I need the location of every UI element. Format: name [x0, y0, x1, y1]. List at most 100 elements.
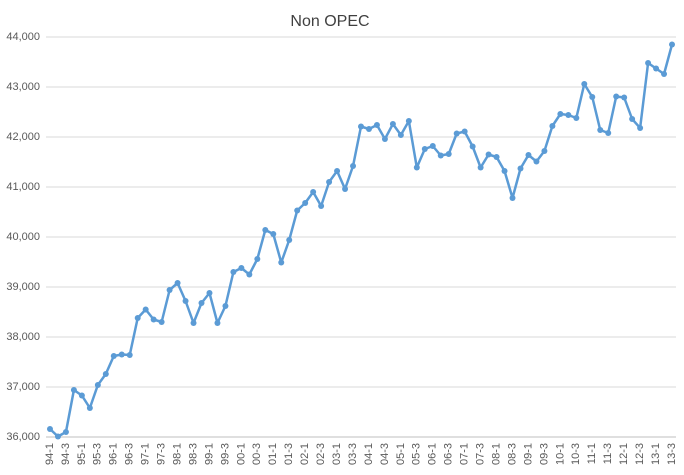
- data-point: [653, 65, 660, 72]
- data-point: [365, 126, 372, 132]
- x-tick-label: 09-3: [538, 443, 550, 465]
- data-point: [501, 168, 508, 174]
- data-point: [142, 306, 149, 313]
- x-tick-label: 08-1: [490, 443, 502, 465]
- y-tick-label: 38,000: [6, 331, 40, 343]
- data-point: [669, 41, 676, 48]
- data-point: [437, 152, 444, 159]
- x-tick-label: 08-3: [506, 443, 518, 465]
- x-tick-label: 05-1: [395, 443, 407, 465]
- data-point: [246, 271, 253, 278]
- data-point: [381, 136, 388, 142]
- x-tick-label: 02-1: [299, 443, 311, 465]
- x-tick-label: 98-1: [171, 443, 183, 465]
- data-point: [126, 352, 133, 358]
- x-tick-label: 06-1: [427, 443, 439, 465]
- y-tick-label: 44,000: [6, 31, 40, 43]
- data-point: [565, 112, 572, 118]
- data-point: [286, 237, 293, 243]
- x-tick-label: 09-1: [522, 443, 534, 465]
- data-point: [166, 287, 173, 293]
- data-point: [350, 163, 357, 169]
- x-tick-label: 03-1: [331, 443, 343, 465]
- data-point: [270, 231, 277, 237]
- y-tick-label: 41,000: [6, 181, 40, 193]
- y-tick-label: 39,000: [6, 281, 40, 293]
- data-point: [358, 123, 364, 130]
- x-tick-label: 13-3: [666, 443, 678, 465]
- data-point: [158, 319, 165, 325]
- x-tick-label: 99-3: [219, 443, 231, 465]
- data-point: [397, 132, 404, 138]
- x-tick-label: 13-1: [650, 443, 662, 465]
- data-point: [326, 179, 333, 185]
- data-point: [214, 320, 221, 326]
- x-tick-label: 00-3: [251, 443, 263, 465]
- y-tick-label: 36,000: [6, 431, 40, 443]
- data-point: [334, 168, 341, 174]
- data-point: [517, 165, 524, 172]
- data-point: [54, 433, 61, 440]
- x-tick-label: 01-3: [283, 443, 295, 465]
- data-point: [373, 122, 380, 128]
- x-tick-label: 94-3: [60, 443, 72, 465]
- data-point: [629, 116, 636, 122]
- data-point: [230, 269, 237, 275]
- data-point: [134, 315, 141, 321]
- y-tick-label: 37,000: [6, 381, 40, 393]
- x-tick-label: 96-1: [108, 443, 120, 465]
- data-point: [613, 93, 620, 100]
- data-point: [525, 152, 532, 158]
- data-point: [262, 227, 269, 233]
- data-point: [310, 189, 317, 195]
- data-point: [174, 280, 181, 286]
- y-tick-label: 42,000: [6, 131, 40, 143]
- data-point: [637, 125, 644, 131]
- x-tick-label: 01-1: [267, 443, 279, 465]
- data-point: [78, 392, 85, 399]
- x-tick-label: 11-3: [602, 443, 614, 464]
- x-tick-label: 00-1: [235, 443, 247, 465]
- data-point: [645, 60, 652, 66]
- x-tick-label: 03-3: [347, 443, 359, 465]
- data-point: [110, 353, 117, 359]
- data-point: [302, 200, 309, 206]
- x-tick-label: 04-3: [379, 443, 391, 465]
- x-tick-label: 97-3: [156, 443, 168, 465]
- data-point: [94, 382, 101, 388]
- x-tick-label: 05-3: [411, 443, 423, 465]
- data-point: [318, 203, 325, 209]
- x-tick-label: 97-1: [140, 443, 152, 465]
- data-point: [477, 164, 484, 171]
- data-point: [557, 111, 564, 117]
- data-point: [206, 290, 213, 296]
- data-point: [541, 148, 548, 154]
- data-point: [421, 146, 428, 152]
- data-point: [493, 154, 500, 160]
- data-point: [605, 130, 612, 136]
- data-point: [549, 123, 556, 129]
- x-tick-label: 07-3: [475, 443, 487, 465]
- x-tick-label: 99-1: [203, 443, 215, 465]
- x-tick-label: 04-1: [363, 443, 375, 465]
- data-point: [278, 259, 285, 266]
- data-point: [661, 71, 668, 77]
- x-tick-label: 11-1: [586, 443, 598, 464]
- data-point: [445, 151, 452, 157]
- data-point: [597, 127, 604, 133]
- chart-title: Non OPEC: [290, 13, 369, 30]
- data-point: [405, 118, 412, 124]
- data-point: [413, 164, 420, 171]
- data-point: [589, 94, 596, 100]
- data-point: [429, 143, 436, 149]
- data-point: [469, 143, 476, 150]
- y-tick-label: 43,000: [6, 81, 40, 93]
- data-point: [342, 186, 349, 192]
- x-tick-label: 10-3: [570, 443, 582, 465]
- x-tick-label: 95-3: [92, 443, 104, 465]
- data-point: [198, 300, 205, 306]
- x-tick-label: 07-1: [459, 443, 471, 465]
- data-point: [62, 429, 69, 435]
- data-point: [581, 81, 588, 87]
